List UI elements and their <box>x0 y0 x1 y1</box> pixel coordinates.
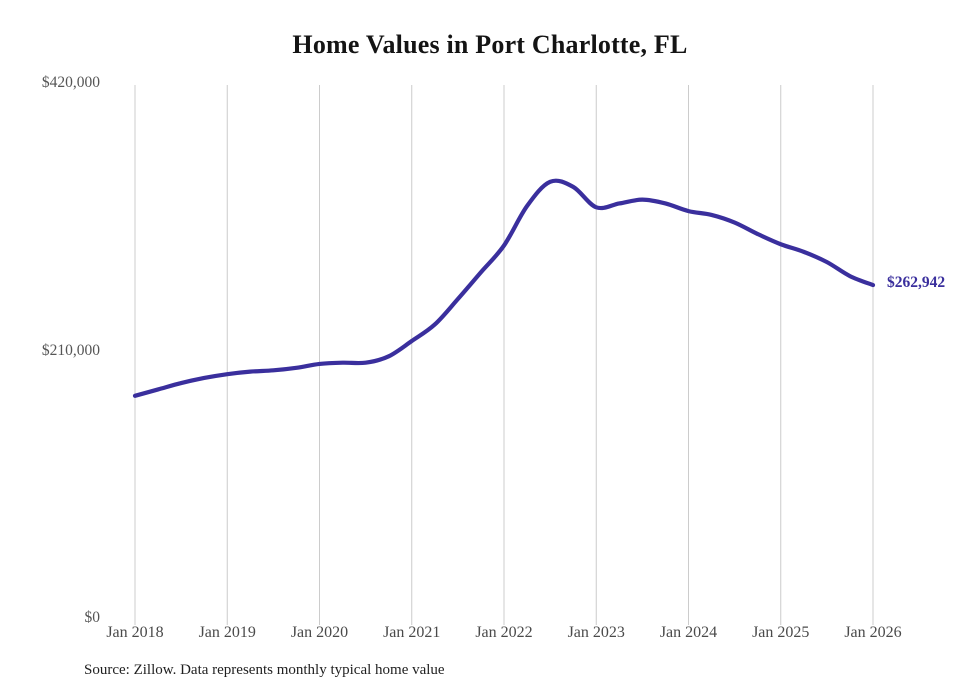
x-tick-label: Jan 2019 <box>198 624 256 641</box>
x-tick-label: Jan 2018 <box>106 624 164 641</box>
y-tick-label: $420,000 <box>41 74 100 91</box>
x-tick-label: Jan 2024 <box>659 624 718 641</box>
y-tick-label: $210,000 <box>41 341 100 359</box>
x-tick-label: Jan 2022 <box>475 624 533 641</box>
x-tick-label: Jan 2021 <box>383 624 441 641</box>
x-tick-label: Jan 2020 <box>290 624 349 641</box>
gridlines-group <box>134 85 874 625</box>
series-line-typical-home-value <box>132 178 876 398</box>
x-tick-label: Jan 2023 <box>567 624 625 641</box>
endpoint-value-label: $262,942 <box>887 274 946 292</box>
y-tick-label: $0 <box>84 609 101 626</box>
chart-title: Home Values in Port Charlotte, FL <box>292 30 688 59</box>
x-tick-label: Jan 2025 <box>752 624 810 641</box>
source-note: Source: Zillow. Data represents monthly … <box>84 662 445 678</box>
x-tick-label: Jan 2026 <box>844 624 902 641</box>
